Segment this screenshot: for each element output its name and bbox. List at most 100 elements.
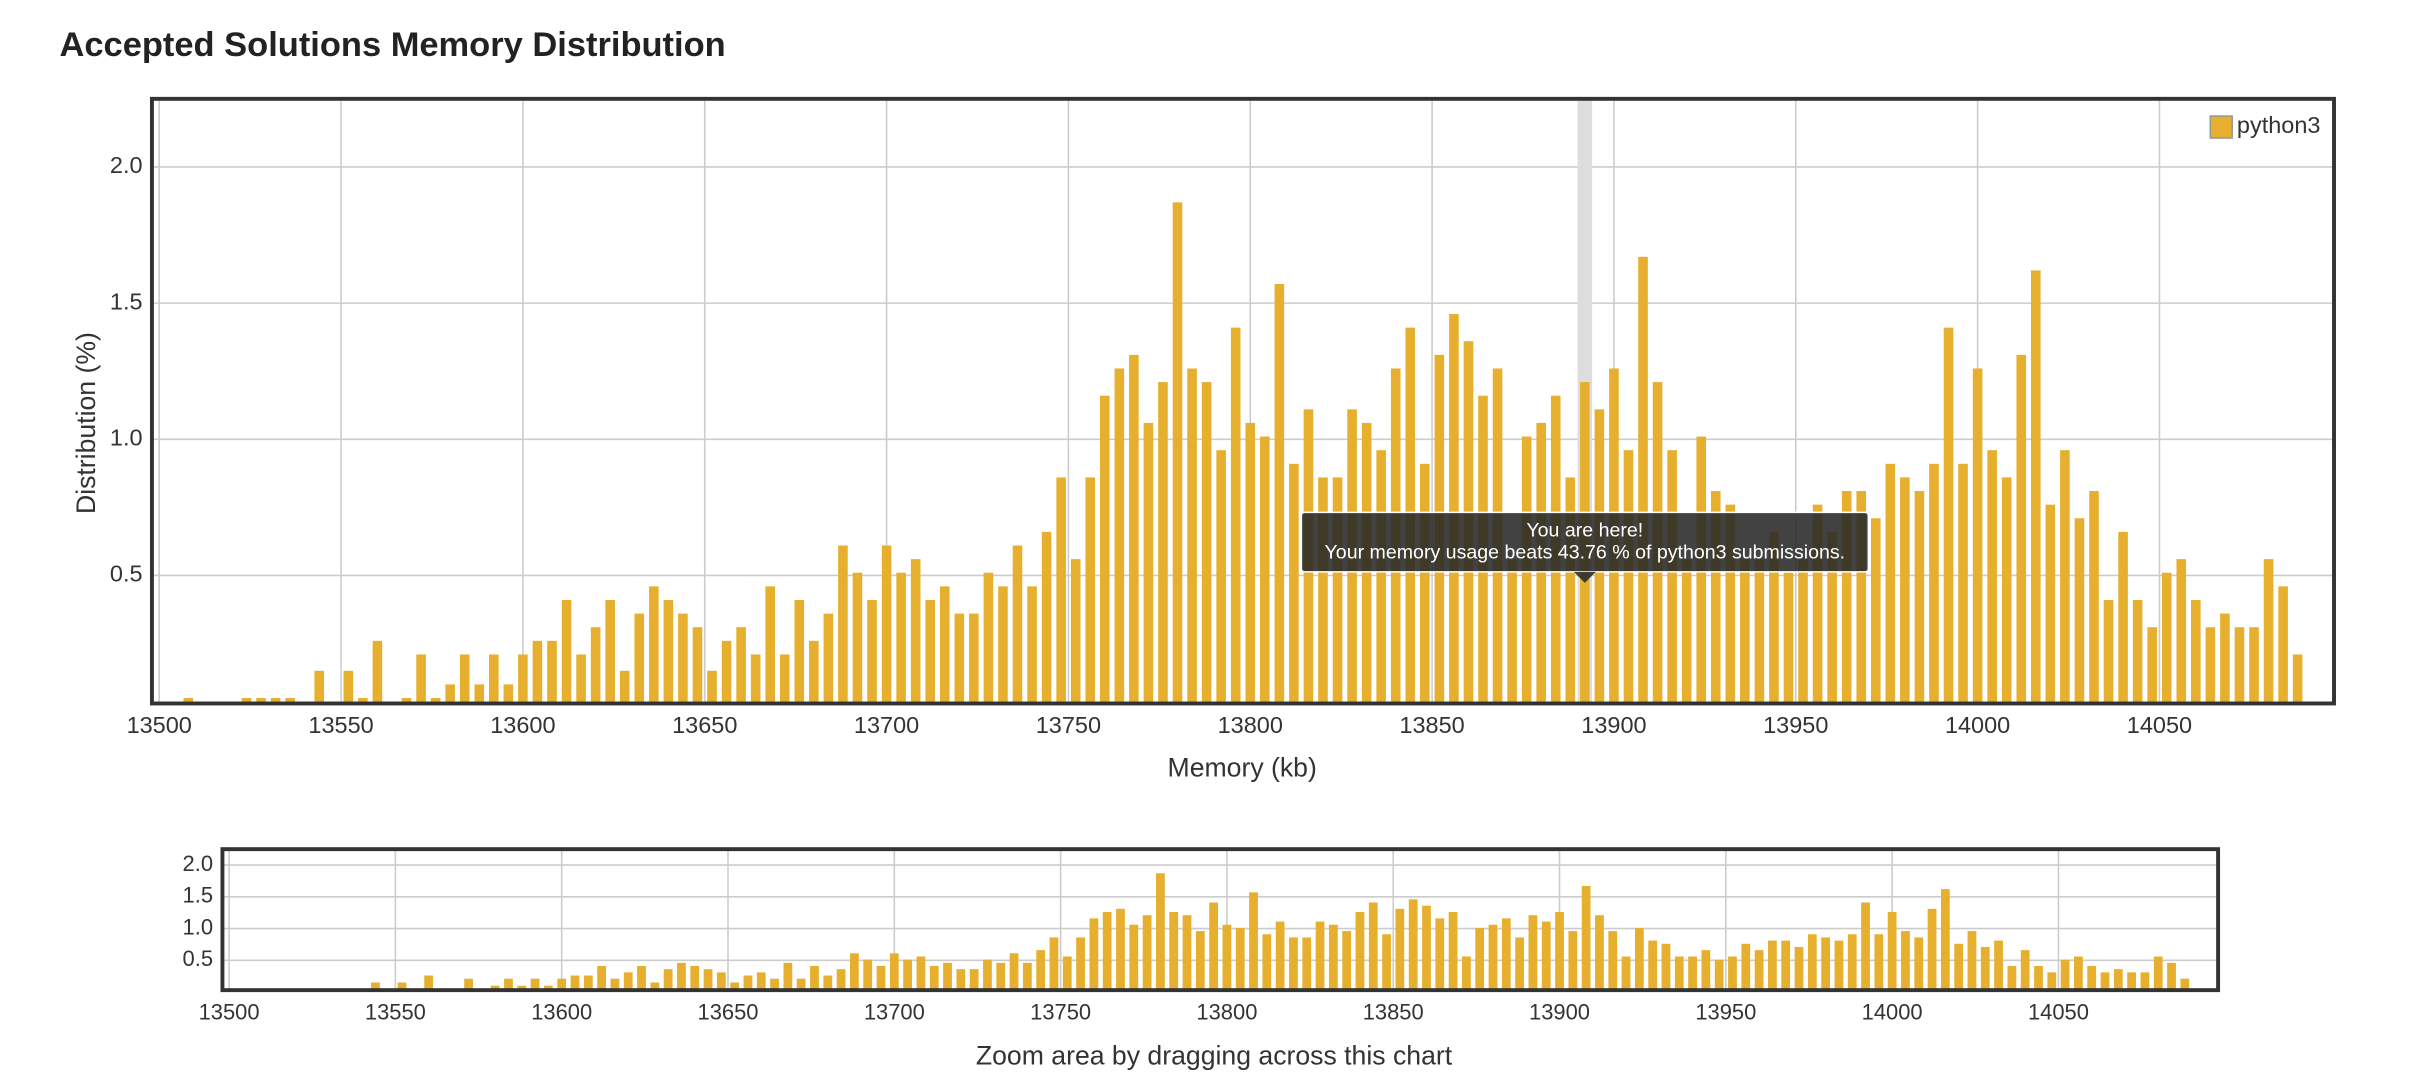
bar xyxy=(532,640,543,704)
bar xyxy=(663,969,673,991)
bar xyxy=(1885,463,1896,704)
bar xyxy=(867,599,877,704)
bar xyxy=(464,978,473,991)
bar xyxy=(1289,463,1299,704)
bar xyxy=(1036,950,1046,991)
bar xyxy=(1009,953,1019,991)
tooltip-text: Your memory usage beats 43.76 % of pytho… xyxy=(1325,541,1846,563)
bar xyxy=(1368,902,1378,991)
bar xyxy=(1355,912,1365,991)
bar xyxy=(416,654,426,704)
y-tick-label: 0.5 xyxy=(110,561,143,587)
bar xyxy=(1158,382,1168,704)
bar xyxy=(903,959,913,991)
bar xyxy=(1714,959,1724,991)
bar xyxy=(1501,918,1511,991)
bar xyxy=(2030,270,2041,704)
bar xyxy=(619,670,630,704)
bar xyxy=(637,966,646,991)
bar xyxy=(2147,627,2157,704)
bar xyxy=(1408,899,1418,991)
bar xyxy=(397,982,407,991)
bar xyxy=(1201,382,1212,704)
x-tick-label: 13650 xyxy=(698,999,759,1024)
bar xyxy=(1448,912,1458,991)
bar xyxy=(1648,940,1658,991)
bar xyxy=(2140,972,2150,991)
bar xyxy=(2100,972,2110,991)
bar xyxy=(1834,940,1844,991)
x-axis-label: Memory (kb) xyxy=(1168,752,1317,782)
bar xyxy=(1249,892,1258,991)
bar xyxy=(716,972,726,991)
x-tick-label: 13600 xyxy=(531,999,592,1024)
x-tick-label: 13550 xyxy=(308,712,373,738)
bar xyxy=(561,599,572,704)
bar xyxy=(445,684,455,704)
bar xyxy=(547,640,557,704)
bar xyxy=(649,586,659,704)
bar xyxy=(1114,368,1125,704)
bar xyxy=(1681,559,1692,704)
bar xyxy=(2234,627,2245,704)
bar xyxy=(2153,956,2163,991)
bar xyxy=(2191,599,2201,704)
bar xyxy=(285,698,295,704)
bar xyxy=(401,698,412,704)
bar xyxy=(1900,477,1910,704)
navigator-plot: 13500 13550 13600 13650 13700 13750 13800 13850… xyxy=(183,847,2221,1024)
bar xyxy=(1420,463,1430,704)
bar xyxy=(836,969,846,991)
bar xyxy=(1827,531,1837,704)
x-tick-label: 13650 xyxy=(672,712,737,738)
bar xyxy=(1841,491,1852,704)
bar xyxy=(692,627,703,704)
bar xyxy=(1245,422,1256,704)
bar xyxy=(2161,572,2172,704)
bar xyxy=(996,962,1006,991)
bar xyxy=(1528,915,1538,991)
bar xyxy=(770,978,779,991)
bar xyxy=(1740,559,1750,704)
bar xyxy=(677,962,686,991)
bar xyxy=(1328,924,1338,991)
bar xyxy=(1798,559,1808,704)
bar xyxy=(1027,586,1037,704)
x-tick-label: 13950 xyxy=(1695,999,1756,1024)
tooltip-pointer xyxy=(1573,571,1596,583)
bar xyxy=(1515,937,1525,991)
bar xyxy=(1783,572,1794,704)
bar xyxy=(1741,943,1751,991)
bar xyxy=(241,698,252,704)
bar xyxy=(2249,627,2259,704)
bar xyxy=(1172,202,1183,704)
x-tick-label: 13900 xyxy=(1529,999,1590,1024)
x-tick-label: 14050 xyxy=(2127,712,2192,738)
bar xyxy=(1099,395,1110,704)
bar xyxy=(838,545,848,704)
bar xyxy=(314,670,325,704)
bar xyxy=(623,972,633,991)
bar xyxy=(743,975,753,991)
bar xyxy=(2180,978,2190,991)
bar xyxy=(983,572,994,704)
bar xyxy=(721,640,732,704)
bar xyxy=(490,985,500,991)
chart-title: Accepted Solutions Memory Distribution xyxy=(60,26,726,64)
bar xyxy=(1318,477,1328,704)
bar xyxy=(1638,256,1648,704)
bar xyxy=(1230,327,1241,704)
tooltip-title: You are here! xyxy=(1526,519,1643,541)
y-tick-label: 1.0 xyxy=(183,914,213,939)
bar xyxy=(270,698,281,704)
bar xyxy=(1994,940,2003,991)
y-axis-label: Distribution (%) xyxy=(71,332,101,514)
bar xyxy=(1568,931,1578,991)
bar xyxy=(576,654,586,704)
bar xyxy=(1914,937,1924,991)
bar xyxy=(1382,934,1391,991)
bar xyxy=(1435,918,1445,991)
bar xyxy=(1062,956,1072,991)
bar xyxy=(1794,946,1804,991)
